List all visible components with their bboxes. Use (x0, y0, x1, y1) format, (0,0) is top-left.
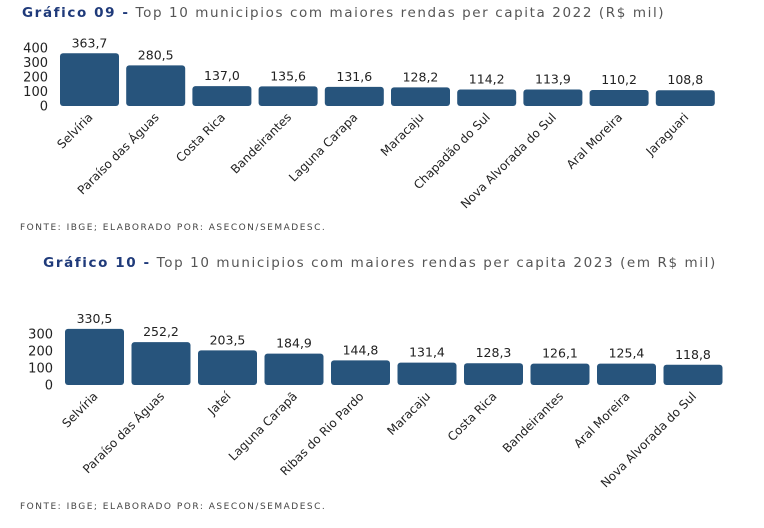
bar (264, 353, 324, 385)
y-tick-label: 0 (40, 100, 48, 115)
data-label: 252,2 (143, 324, 179, 339)
data-label: 125,4 (609, 346, 645, 361)
chart-2-title-prefix: Gráfico 10 - (43, 255, 151, 271)
bar (331, 360, 390, 385)
x-tick-label: Laguna Carapã (226, 389, 300, 463)
bar (464, 363, 523, 385)
chart-2-source: FONTE: IBGE; ELABORADO POR: ASECON/SEMAD… (20, 502, 327, 512)
bar (131, 342, 191, 385)
y-tick-label: 300 (28, 328, 53, 343)
bar (597, 363, 656, 385)
x-tick-label: Selvíria (54, 110, 95, 151)
chart-1-title: Gráfico 09 - Top 10 municipios com maior… (22, 5, 665, 21)
bar (192, 86, 252, 106)
data-label: 118,8 (675, 347, 711, 362)
data-label: 280,5 (138, 47, 174, 62)
data-label: 114,2 (469, 71, 505, 86)
chart-1-source: FONTE: IBGE; ELABORADO POR: ASECON/SEMAD… (20, 223, 327, 233)
x-tick-label: Laguna Carapa (286, 110, 360, 184)
y-tick-label: 100 (28, 362, 53, 377)
bar (655, 90, 715, 106)
bar (663, 364, 723, 385)
data-label: 128,3 (476, 345, 512, 360)
bar (391, 87, 450, 106)
x-tick-label: Aral Moreira (571, 389, 633, 451)
bar (530, 363, 590, 385)
y-tick-label: 100 (23, 85, 48, 100)
y-tick-label: 400 (23, 42, 48, 57)
y-tick-label: 200 (23, 71, 48, 86)
data-label: 131,4 (409, 345, 445, 360)
data-label: 330,5 (77, 311, 113, 326)
chart-2-title: Gráfico 10 - Top 10 municipios com maior… (40, 255, 720, 272)
data-label: 144,8 (343, 342, 379, 357)
bar (60, 53, 119, 106)
x-tick-label: Selvíria (59, 389, 100, 430)
bar (457, 89, 517, 106)
bar (589, 90, 649, 106)
x-tick-label: Bandeirantes (500, 389, 566, 455)
data-label: 113,9 (535, 71, 571, 86)
bar (397, 362, 457, 385)
data-label: 137,0 (204, 68, 240, 83)
chart-1-title-text: Top 10 municipios com maiores rendas per… (135, 5, 666, 21)
data-label: 108,8 (667, 72, 703, 87)
x-tick-label: Bandeirantes (228, 110, 294, 176)
bar (126, 65, 186, 106)
data-label: 128,2 (403, 69, 439, 84)
chart-1-title-prefix: Gráfico 09 - (22, 5, 130, 21)
y-tick-label: 300 (23, 56, 48, 71)
x-tick-label: Costa Rica (173, 110, 228, 165)
data-label: 110,2 (601, 72, 637, 87)
data-label: 126,1 (542, 346, 578, 361)
x-tick-label: Jaraguari (643, 110, 692, 159)
data-label: 184,9 (276, 336, 312, 351)
y-tick-label: 0 (45, 379, 53, 394)
x-tick-label: Costa Rica (445, 389, 500, 444)
chart-2-title-text: Top 10 municipios com maiores rendas per… (156, 255, 717, 271)
data-label: 363,7 (72, 35, 108, 50)
bar (258, 86, 318, 106)
x-tick-label: Maracaju (384, 389, 433, 438)
x-tick-label: Aral Moreira (564, 110, 626, 172)
data-label: 131,6 (336, 69, 372, 84)
data-label: 135,6 (270, 68, 306, 83)
x-tick-label: Maracaju (378, 110, 427, 159)
y-tick-label: 200 (28, 345, 53, 360)
bar (198, 350, 257, 385)
data-label: 203,5 (210, 332, 246, 347)
bar (523, 89, 583, 106)
bar (324, 86, 384, 106)
bar (65, 328, 124, 385)
x-tick-label: Jateí (204, 389, 234, 419)
